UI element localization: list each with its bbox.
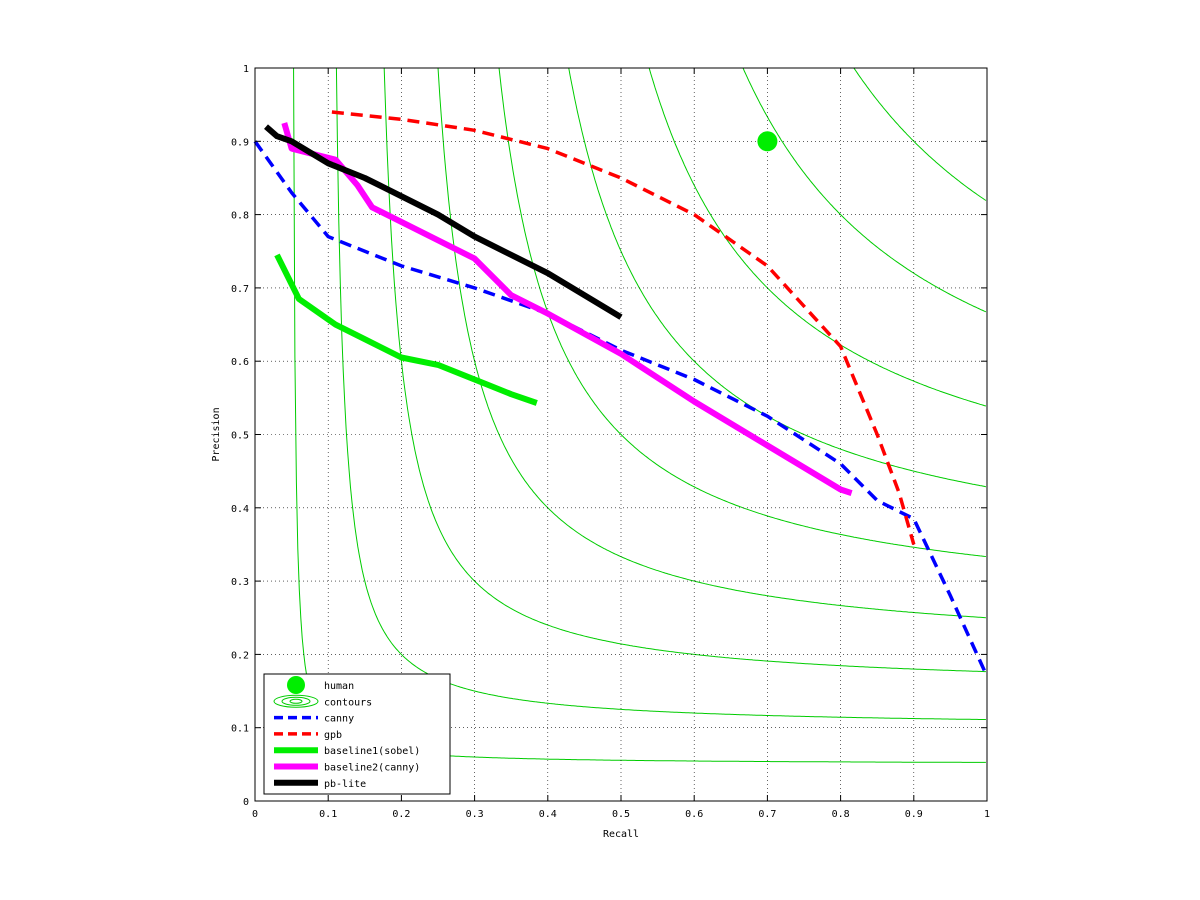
y-tick-label: 0.1 (231, 724, 249, 735)
axis-ticks: 0 0.1 0.2 0.3 0.4 0.5 0.6 0.7 0.8 0.9 1 0 0.1 0.2 0.3 0… (231, 64, 990, 820)
x-tick-label: 0.1 (319, 809, 337, 820)
x-tick-label: 0.2 (392, 809, 410, 820)
y-tick-label: 0.7 (231, 284, 249, 295)
x-tick-label: 0.3 (466, 809, 484, 820)
legend-label: pb-lite (324, 779, 366, 790)
legend: human contours canny gpb baseline1(sobel) bas… (263, 673, 451, 795)
legend-contours-symbol (273, 694, 319, 708)
y-tick-label: 0.9 (231, 137, 249, 148)
plot-area-frame (254, 67, 988, 802)
x-tick-label: 0.9 (905, 809, 923, 820)
x-axis-label: Recall (603, 829, 639, 840)
contour-line (853, 68, 987, 201)
series-line-pb-lite (264, 124, 623, 320)
contour-line (437, 68, 986, 619)
series-line-canny (253, 140, 989, 678)
legend-label: human (324, 681, 354, 692)
human-point (757, 131, 778, 152)
y-tick-label: 0.4 (231, 504, 249, 515)
contour-lines (293, 68, 987, 763)
contour-line (498, 68, 986, 557)
y-axis-label: Precision (211, 407, 222, 461)
y-tick-label: 0.6 (231, 357, 249, 368)
y-tick-label: 0.8 (231, 211, 249, 222)
y-tick-label: 0 (243, 797, 249, 808)
x-tick-label: 0.8 (832, 809, 850, 820)
contour-line (648, 68, 987, 407)
x-tick-label: 1 (984, 809, 990, 820)
contour-line (742, 68, 987, 313)
legend-label: canny (324, 714, 354, 725)
series-lines (253, 110, 989, 678)
series-line-gpb (331, 110, 916, 545)
contour-line (335, 68, 986, 720)
x-tick-label: 0.5 (612, 809, 630, 820)
x-tick-label: 0.7 (758, 809, 776, 820)
series-line-baseline1-sobel- (274, 253, 538, 406)
y-tick-label: 0.5 (231, 431, 249, 442)
legend-human-symbol (287, 676, 305, 694)
y-tick-label: 0.2 (231, 650, 249, 661)
y-tick-label: 0.3 (231, 577, 249, 588)
legend-label: contours (324, 697, 372, 708)
x-tick-label: 0 (252, 809, 258, 820)
legend-label: gpb (324, 730, 342, 741)
legend-label: baseline2(canny) (324, 763, 420, 774)
x-tick-label: 0.6 (685, 809, 703, 820)
y-tick-label: 1 (243, 64, 249, 75)
x-tick-label: 0.4 (539, 809, 557, 820)
legend-label: baseline1(sobel) (324, 746, 420, 757)
contour-line (383, 68, 986, 673)
